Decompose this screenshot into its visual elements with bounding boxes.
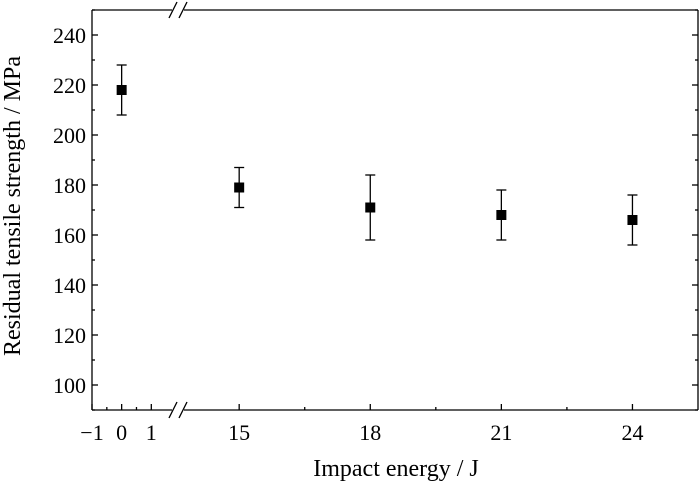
- y-tick-label: 160: [53, 223, 86, 248]
- y-tick-label: 100: [53, 373, 86, 398]
- x-tick-label: 15: [228, 420, 250, 445]
- axis-break-top-a: [168, 1, 178, 19]
- data-point: [116, 85, 127, 95]
- axis-break-bottom-a: [168, 401, 178, 419]
- x-axis-label: Impact energy / J: [313, 456, 479, 482]
- data-point: [234, 182, 245, 193]
- y-tick-label: 200: [53, 123, 86, 148]
- x-tick-label: 0: [116, 420, 127, 445]
- y-tick-label: 120: [53, 323, 86, 348]
- y-tick-label: 220: [53, 73, 86, 98]
- x-tick-label: 21: [490, 420, 512, 445]
- data-marks: [116, 64, 638, 246]
- y-axis-label: Residual tensile strength / MPa: [0, 56, 26, 356]
- y-tick-label: 140: [53, 273, 86, 298]
- x-tick-label: 18: [359, 420, 381, 445]
- data-point: [496, 210, 507, 220]
- data-point: [365, 202, 376, 213]
- axes: [91, 1, 699, 419]
- y-tick-label: 180: [53, 173, 86, 198]
- data-point: [627, 215, 638, 225]
- x-tick-label: 1: [146, 420, 157, 445]
- x-tick-label: −1: [80, 420, 103, 445]
- y-tick-label: 240: [53, 23, 86, 48]
- axis-break-mask: [172, 407, 184, 413]
- axis-break-bottom-b: [178, 401, 188, 419]
- ticks: 100 120 140 160 180 200 220 240 −1 0 1 15 18 21 24: [53, 9, 698, 445]
- x-tick-label: 24: [621, 420, 643, 445]
- axis-break-top-b: [178, 1, 188, 19]
